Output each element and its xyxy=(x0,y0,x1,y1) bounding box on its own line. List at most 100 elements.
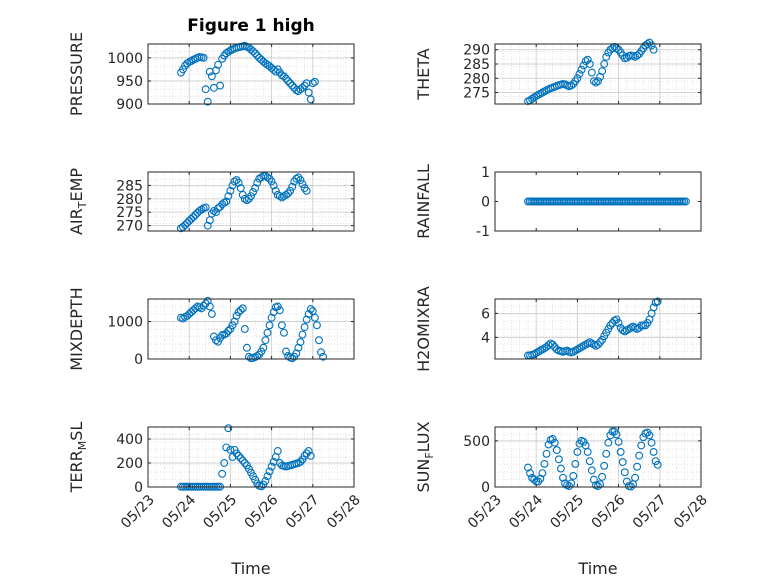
series-theta xyxy=(524,38,658,106)
data-point xyxy=(300,81,309,90)
axes-rainfall: -1 0 1 RAINFALL xyxy=(414,164,702,240)
data-point xyxy=(589,77,598,86)
data-point xyxy=(310,77,319,86)
y-tick-label: 1 xyxy=(481,165,490,181)
data-point xyxy=(288,182,297,191)
y-axis-label: AIRTEMP xyxy=(67,168,89,235)
y-axis-label-main: TERR xyxy=(67,450,86,493)
data-point xyxy=(653,460,662,469)
grid xyxy=(494,298,702,360)
y-axis-label: THETA xyxy=(414,48,433,100)
data-point xyxy=(571,346,580,355)
data-point xyxy=(573,74,582,83)
y-axis-label-main: H2OMIXRA xyxy=(414,286,433,372)
data-point xyxy=(583,55,592,64)
data-point xyxy=(536,346,545,355)
data-point xyxy=(583,447,592,456)
y-axis-label-sub: M xyxy=(76,441,89,451)
data-point xyxy=(228,321,237,330)
data-point xyxy=(222,49,231,58)
data-point xyxy=(606,321,615,330)
y-tick-label: 285 xyxy=(116,178,143,194)
data-point xyxy=(187,214,196,223)
data-point xyxy=(602,449,611,458)
data-point xyxy=(302,449,311,458)
data-point xyxy=(637,441,646,450)
series-air_temp xyxy=(177,172,311,233)
data-point xyxy=(214,60,222,69)
data-point xyxy=(251,49,260,58)
data-point xyxy=(257,173,266,182)
data-point xyxy=(214,337,222,346)
data-point xyxy=(199,301,208,310)
data-point xyxy=(216,81,225,90)
data-point xyxy=(271,67,280,76)
data-point xyxy=(538,469,547,478)
data-point xyxy=(569,471,578,480)
data-point xyxy=(608,427,617,436)
data-point xyxy=(647,41,656,50)
data-point xyxy=(598,67,607,76)
data-point xyxy=(269,181,278,190)
y-axis-label-main: MIXDEPTH xyxy=(67,287,86,370)
data-point xyxy=(236,454,245,463)
y-axis-label-main: RAINFALL xyxy=(414,164,433,239)
data-point xyxy=(596,480,605,489)
data-point xyxy=(179,314,187,323)
data-point xyxy=(292,174,301,183)
data-point xyxy=(273,447,282,455)
data-point xyxy=(191,304,200,313)
data-point xyxy=(567,81,576,90)
data-point xyxy=(230,177,239,186)
data-point xyxy=(600,461,609,470)
data-point xyxy=(203,97,212,106)
data-point xyxy=(261,59,270,68)
y-tick-label: 500 xyxy=(463,434,490,450)
data-point xyxy=(226,445,235,454)
data-point xyxy=(234,178,243,187)
axes-pressure: 900 950 1000 PRESSURE xyxy=(67,32,355,116)
data-point xyxy=(530,93,539,102)
data-point xyxy=(598,472,607,481)
y-tick-label: 270 xyxy=(116,219,143,235)
data-point xyxy=(249,188,258,197)
data-point xyxy=(257,482,266,491)
data-point xyxy=(573,345,582,354)
data-point xyxy=(298,83,307,92)
data-point xyxy=(195,206,204,215)
data-point xyxy=(306,95,315,104)
y-axis-label-main: AIR xyxy=(67,208,86,235)
data-point xyxy=(288,81,297,90)
data-point xyxy=(645,431,654,440)
axes-box xyxy=(494,298,702,360)
data-point xyxy=(552,446,561,455)
data-point xyxy=(317,348,325,357)
y-axis-label-main: PRESSURE xyxy=(67,32,86,116)
data-point xyxy=(577,65,586,74)
data-point xyxy=(304,447,313,455)
data-point xyxy=(284,76,293,85)
data-point xyxy=(263,173,272,182)
data-point xyxy=(569,347,578,356)
data-point xyxy=(224,326,233,335)
data-point xyxy=(282,347,290,356)
data-point xyxy=(280,192,288,201)
data-point xyxy=(226,325,235,333)
axes-box xyxy=(147,298,355,360)
y-axis-label: MIXDEPTH xyxy=(67,287,86,370)
y-tick-label: 6 xyxy=(481,306,490,322)
data-point xyxy=(232,311,241,320)
data-point xyxy=(571,459,580,468)
axes-box xyxy=(147,426,355,488)
data-point xyxy=(191,210,200,219)
y-tick-label: 1000 xyxy=(107,51,143,67)
data-point xyxy=(275,306,284,315)
data-point xyxy=(222,443,231,452)
data-point xyxy=(257,347,266,356)
data-point xyxy=(538,345,547,354)
data-point xyxy=(277,193,286,202)
data-point xyxy=(649,447,658,456)
data-point xyxy=(265,321,274,330)
